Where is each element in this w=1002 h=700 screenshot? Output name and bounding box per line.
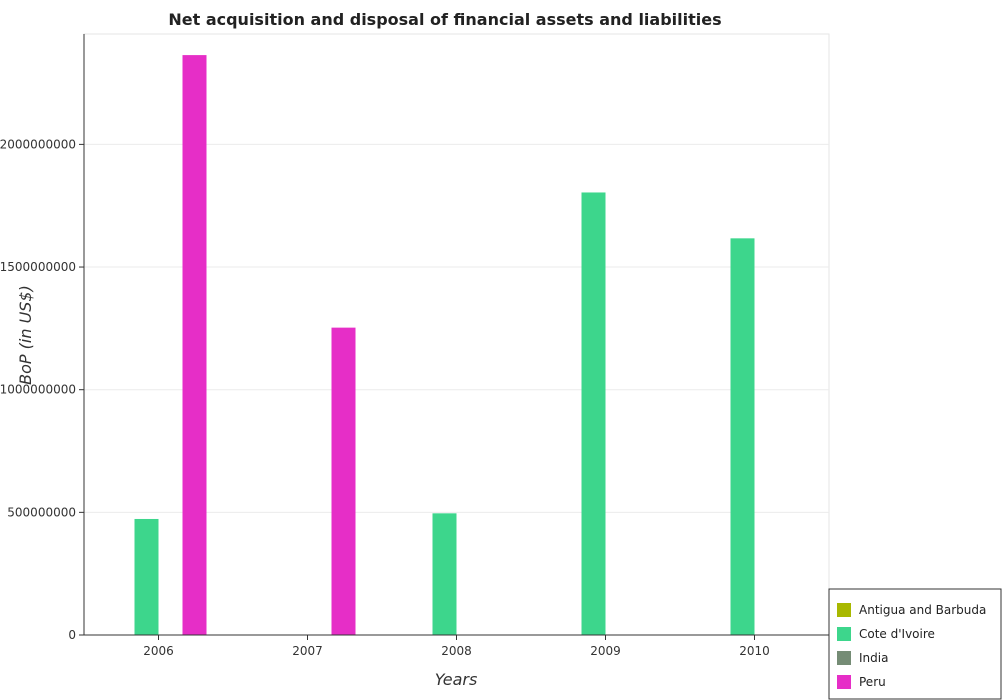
y-tick-label: 500000000 bbox=[7, 505, 76, 519]
x-tick-label: 2008 bbox=[441, 644, 472, 658]
bar bbox=[432, 513, 457, 635]
x-axis: 2006 2007 2008 2009 2010 bbox=[84, 634, 829, 658]
y-tick-label: 0 bbox=[68, 628, 76, 642]
y-tick-label: 1500000000 bbox=[0, 260, 76, 274]
legend-swatch bbox=[837, 627, 851, 641]
y-axis-title: BoP (in US$) bbox=[16, 285, 35, 385]
bar bbox=[134, 518, 159, 635]
x-tick-label: 2006 bbox=[143, 644, 174, 658]
bar bbox=[331, 327, 356, 635]
bar bbox=[182, 55, 207, 636]
y-axis: 0 500000000 1000000000 1500000000 2000000000 bbox=[0, 34, 85, 642]
legend-label: Cote d'Ivoire bbox=[859, 627, 935, 641]
bar bbox=[730, 238, 755, 635]
chart-title: Net acquisition and disposal of financia… bbox=[168, 10, 721, 29]
legend-swatch bbox=[837, 603, 851, 617]
legend-label: Peru bbox=[859, 675, 886, 689]
legend-label: India bbox=[859, 651, 888, 665]
x-tick-label: 2009 bbox=[590, 644, 621, 658]
x-axis-title: Years bbox=[435, 670, 478, 689]
legend-swatch bbox=[837, 675, 851, 689]
legend: Antigua and Barbuda Cote d'Ivoire India Per… bbox=[828, 588, 1002, 700]
bar bbox=[581, 192, 606, 635]
legend-label: Antigua and Barbuda bbox=[859, 603, 986, 617]
legend-box bbox=[828, 588, 1002, 700]
legend-swatch bbox=[837, 651, 851, 665]
x-tick-label: 2007 bbox=[292, 644, 323, 658]
bars bbox=[134, 55, 755, 636]
y-tick-label: 2000000000 bbox=[0, 137, 76, 151]
x-tick-label: 2010 bbox=[739, 644, 770, 658]
y-tick-label: 1000000000 bbox=[0, 383, 76, 397]
